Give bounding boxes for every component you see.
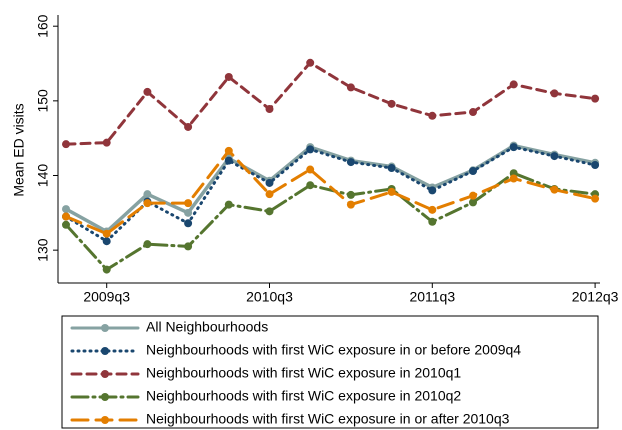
point bbox=[265, 207, 274, 216]
point bbox=[62, 220, 70, 229]
point bbox=[428, 186, 437, 195]
x-tick-label: 2012q3 bbox=[572, 289, 619, 305]
legend-label: Neighbourhoods with first WiC exposure i… bbox=[146, 388, 461, 404]
point bbox=[306, 58, 315, 67]
point bbox=[387, 164, 396, 173]
point bbox=[591, 194, 600, 203]
point bbox=[102, 237, 111, 246]
point bbox=[346, 158, 355, 167]
point bbox=[346, 83, 355, 92]
point bbox=[346, 200, 355, 209]
point bbox=[62, 205, 70, 214]
legend-marker bbox=[101, 324, 109, 332]
point bbox=[224, 72, 233, 81]
y-tick-label: 140 bbox=[35, 164, 51, 188]
point bbox=[184, 219, 193, 228]
point bbox=[102, 229, 111, 238]
point bbox=[428, 111, 437, 120]
y-tick-label: 130 bbox=[35, 238, 51, 262]
legend-box bbox=[61, 315, 599, 429]
point bbox=[387, 187, 396, 196]
point bbox=[143, 87, 152, 96]
series-line bbox=[64, 60, 597, 146]
x-tick-label: 2009q3 bbox=[83, 289, 130, 305]
point bbox=[224, 200, 233, 209]
point bbox=[346, 190, 355, 199]
point bbox=[62, 140, 70, 149]
legend-marker bbox=[101, 370, 109, 378]
series-line bbox=[64, 171, 597, 272]
legend-label: Neighbourhoods with first WiC exposure i… bbox=[146, 411, 510, 427]
point bbox=[224, 146, 233, 155]
legend-label: Neighbourhoods with first WiC exposure i… bbox=[146, 342, 521, 358]
point bbox=[591, 161, 600, 170]
legend-marker bbox=[101, 416, 109, 424]
point bbox=[469, 191, 477, 200]
point bbox=[550, 152, 559, 161]
point bbox=[143, 199, 152, 208]
point bbox=[143, 190, 152, 199]
point bbox=[265, 105, 274, 114]
point bbox=[387, 99, 396, 108]
point bbox=[184, 122, 193, 131]
y-axis-label: Mean ED visits bbox=[11, 103, 27, 196]
point bbox=[265, 178, 274, 187]
point bbox=[509, 143, 518, 152]
point bbox=[550, 185, 559, 194]
point bbox=[509, 80, 518, 89]
point bbox=[306, 145, 315, 154]
point bbox=[224, 156, 233, 165]
y-tick-label: 150 bbox=[35, 89, 51, 113]
point bbox=[62, 212, 70, 221]
point bbox=[550, 89, 559, 98]
legend-marker bbox=[101, 393, 109, 401]
point bbox=[143, 240, 152, 249]
y-tick-label: 160 bbox=[35, 14, 51, 38]
x-tick-label: 2010q3 bbox=[246, 289, 293, 305]
point bbox=[428, 217, 437, 226]
point bbox=[184, 199, 193, 208]
series-line bbox=[64, 148, 597, 236]
point bbox=[306, 181, 315, 190]
point bbox=[469, 198, 477, 207]
legend-label: All Neighbourhoods bbox=[146, 319, 268, 335]
point bbox=[184, 242, 193, 251]
point bbox=[591, 94, 600, 103]
point bbox=[102, 265, 111, 274]
point bbox=[184, 208, 193, 217]
point bbox=[469, 108, 477, 117]
legend-label: Neighbourhoods with first WiC exposure i… bbox=[146, 365, 461, 381]
legend-marker bbox=[101, 347, 109, 355]
point bbox=[306, 165, 315, 174]
point bbox=[102, 138, 111, 147]
x-tick-label: 2011q3 bbox=[409, 289, 455, 305]
point bbox=[428, 205, 437, 214]
series-line bbox=[64, 145, 597, 244]
point bbox=[265, 190, 274, 199]
point bbox=[469, 167, 477, 176]
point bbox=[509, 174, 518, 183]
